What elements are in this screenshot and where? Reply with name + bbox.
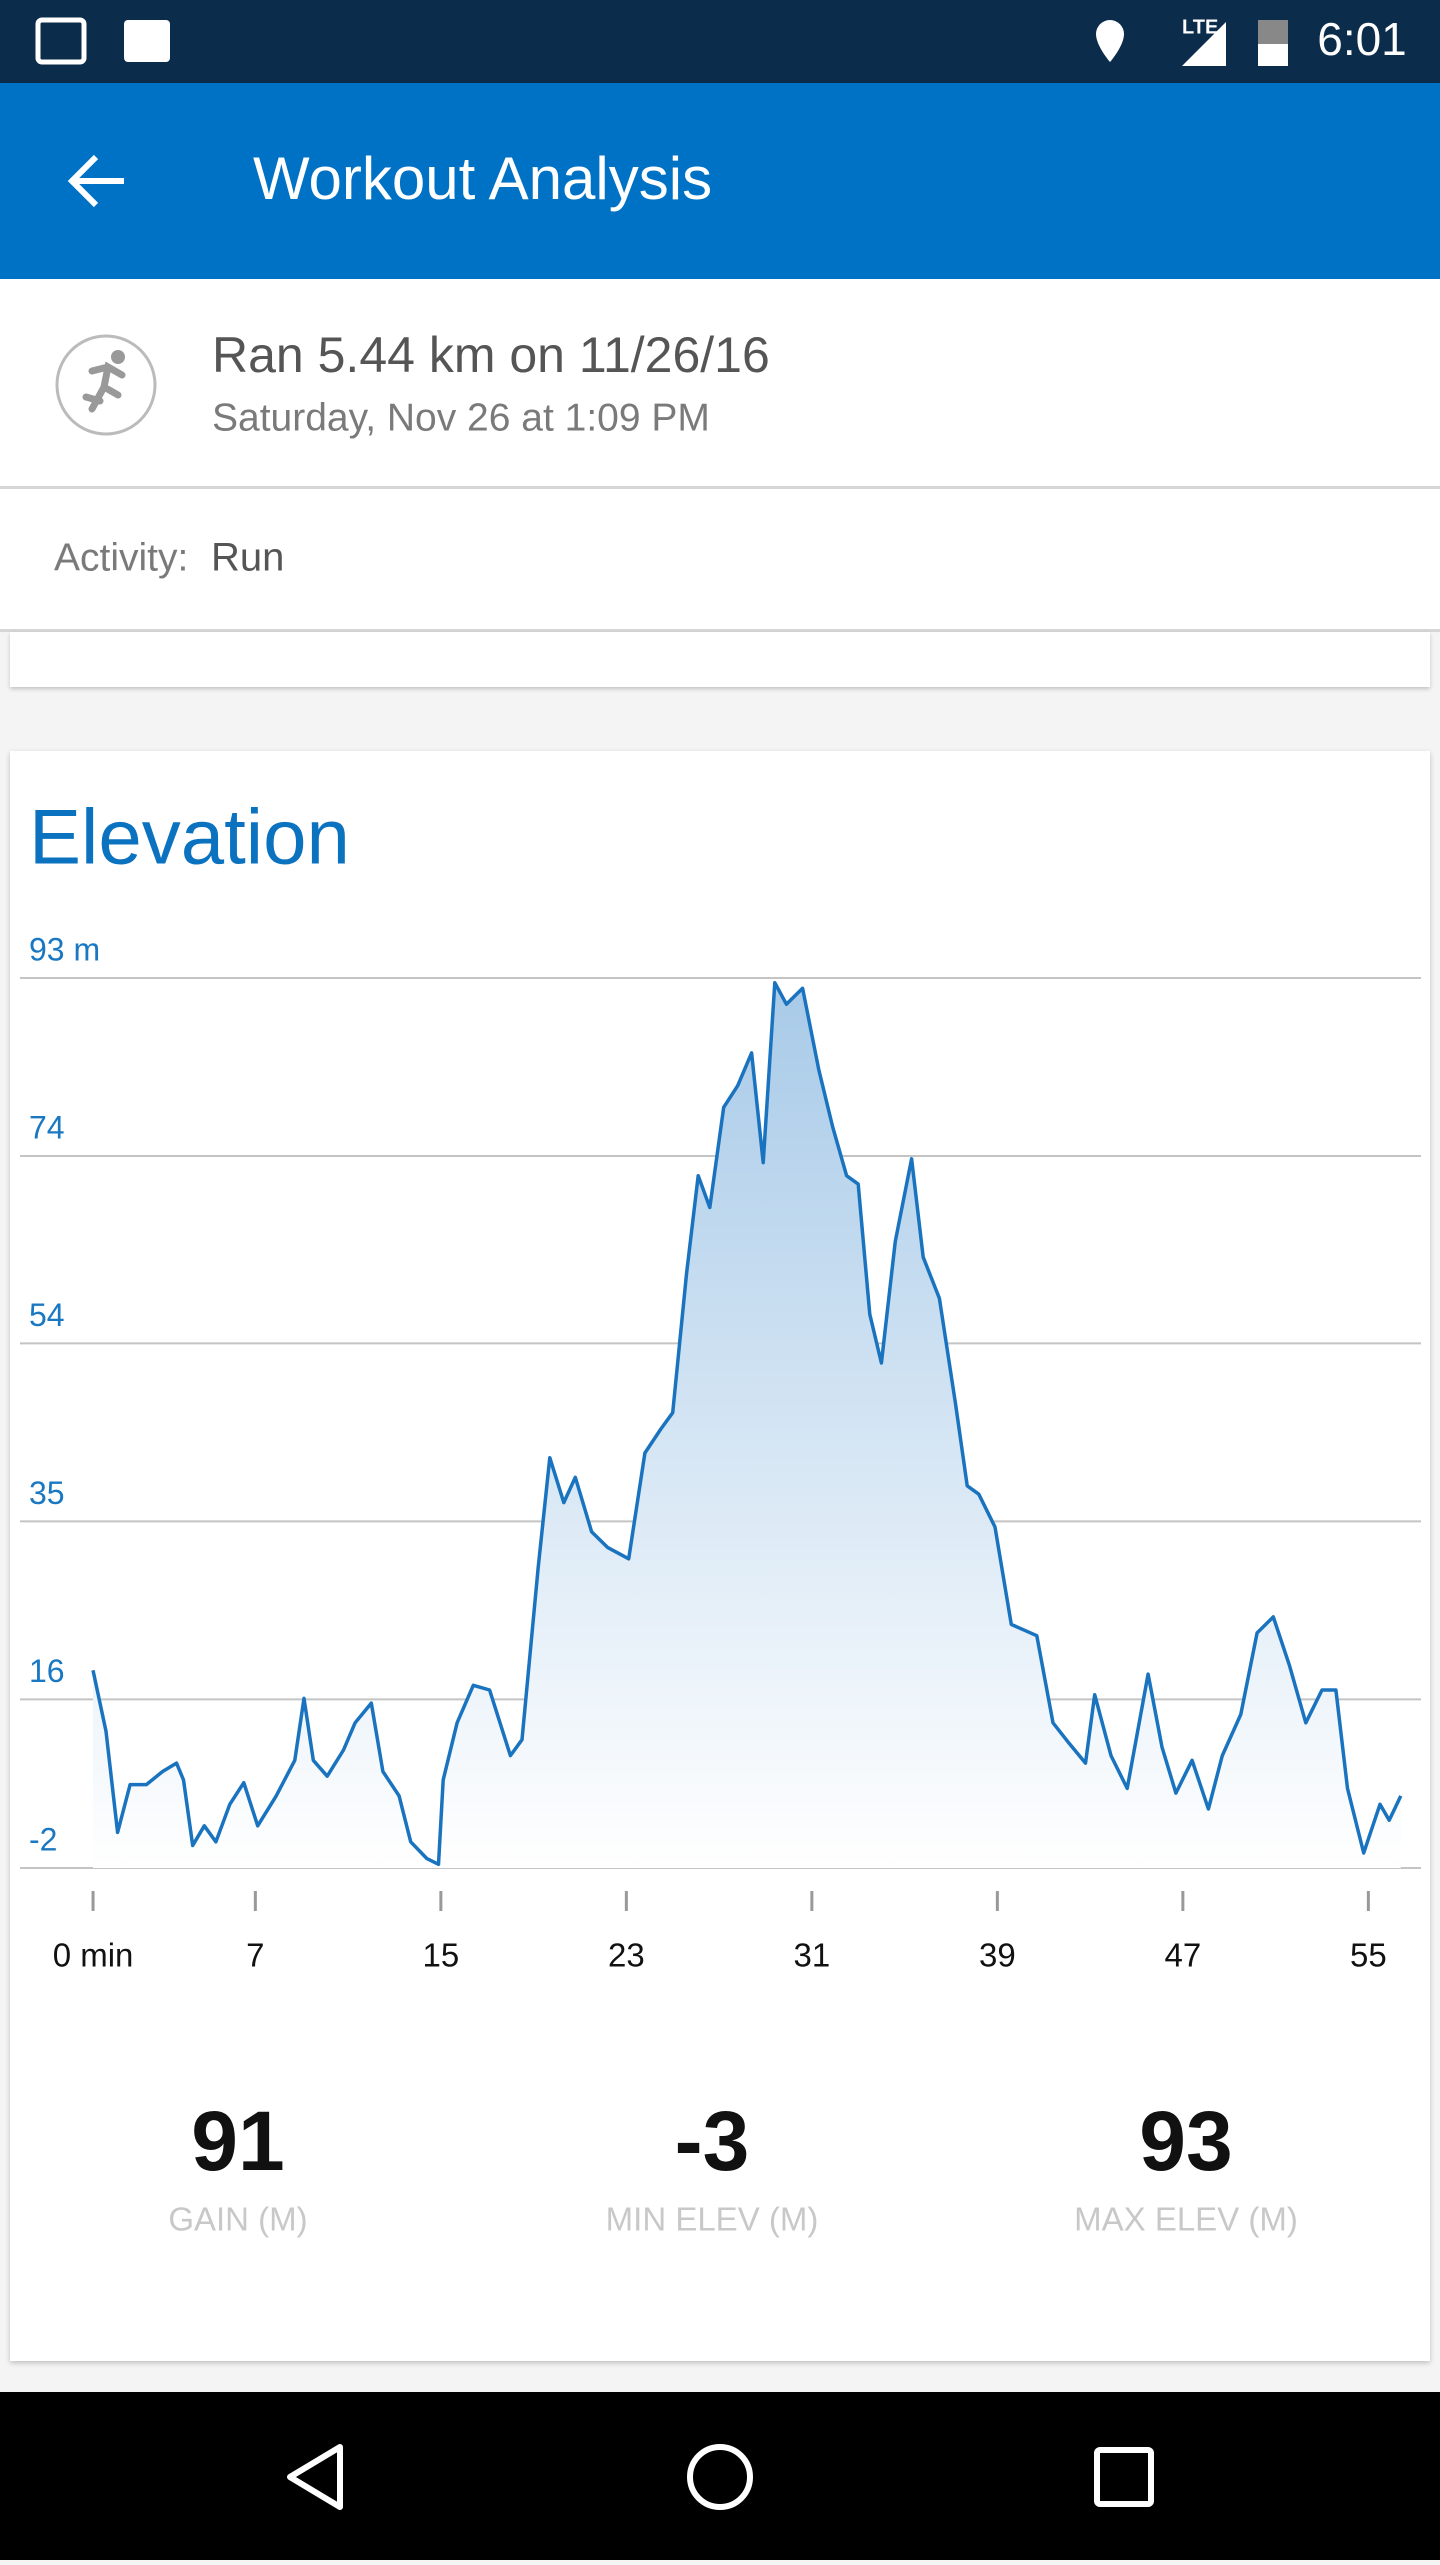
chart-title: Elevation xyxy=(29,793,350,881)
y-tick-label: 74 xyxy=(29,1109,65,1145)
app-bar-content: Workout Analysis xyxy=(67,145,712,212)
x-tick-label: 55 xyxy=(1350,1937,1387,1974)
app-title: Workout Analysis xyxy=(253,145,712,212)
x-tick-label: 0 min xyxy=(53,1937,134,1974)
activity-label: Activity: xyxy=(54,536,188,579)
back-button[interactable] xyxy=(67,154,124,208)
stat-value: -3 xyxy=(675,2094,750,2188)
nav-back[interactable] xyxy=(287,2444,343,2510)
elevation-chart: Elevation 93 m 74 54 35 16 -2 0 min 7 15 23 31 39 47… xyxy=(20,793,1421,2238)
network-label: LTE xyxy=(1182,16,1218,38)
stat-value: 93 xyxy=(1139,2094,1232,2188)
x-tick-label: 47 xyxy=(1165,1937,1202,1974)
card-stub xyxy=(10,632,1430,687)
stat-label: MIN ELEV (M) xyxy=(606,2201,819,2238)
nav-bar xyxy=(0,2392,1440,2560)
activity-value: Run xyxy=(211,536,284,580)
nav-home[interactable] xyxy=(687,2444,753,2510)
stat-label: MAX ELEV (M) xyxy=(1074,2201,1298,2238)
x-tick-label: 15 xyxy=(422,1937,459,1974)
image-icon xyxy=(124,20,170,62)
nav-recents[interactable] xyxy=(1094,2447,1154,2507)
y-tick-label: 35 xyxy=(29,1475,65,1511)
runner-figure xyxy=(82,361,126,413)
news-icon xyxy=(35,17,87,65)
x-tick-label: 23 xyxy=(608,1937,645,1974)
workout-subtitle: Saturday, Nov 26 at 1:09 PM xyxy=(212,396,710,439)
status-bar: LTE 6:01 xyxy=(0,0,1440,83)
status-icons: LTE 6:01 xyxy=(35,13,1407,66)
workout-header-content: Ran 5.44 km on 11/26/16 Saturday, Nov 26… xyxy=(55,327,770,439)
stat-label: GAIN (M) xyxy=(168,2201,307,2238)
clock: 6:01 xyxy=(1317,13,1407,65)
activity-content: Activity: Run xyxy=(54,536,284,580)
stat-value: 91 xyxy=(191,2094,284,2188)
nav-buttons xyxy=(287,2444,1154,2510)
workout-title: Ran 5.44 km on 11/26/16 xyxy=(212,327,770,383)
y-tick-label: -2 xyxy=(29,1821,57,1857)
y-tick-label: 16 xyxy=(29,1653,65,1689)
x-tick-label: 31 xyxy=(794,1937,831,1974)
x-tick-label: 39 xyxy=(979,1937,1016,1974)
signal-icon xyxy=(1182,22,1226,66)
activity-row: Activity: Run xyxy=(0,489,1440,632)
x-tick-label: 7 xyxy=(246,1937,264,1974)
runner-head xyxy=(111,350,125,364)
battery-level xyxy=(1258,44,1288,66)
elevation-line xyxy=(91,980,1403,1867)
app-bar: Workout Analysis xyxy=(0,83,1440,279)
y-tick-label: 54 xyxy=(29,1297,65,1333)
workout-header: Ran 5.44 km on 11/26/16 Saturday, Nov 26… xyxy=(0,279,1440,489)
run-icon xyxy=(55,334,157,436)
y-tick-label: 93 m xyxy=(29,931,100,967)
elevation-area xyxy=(93,982,1401,1868)
location-icon xyxy=(1096,20,1124,62)
